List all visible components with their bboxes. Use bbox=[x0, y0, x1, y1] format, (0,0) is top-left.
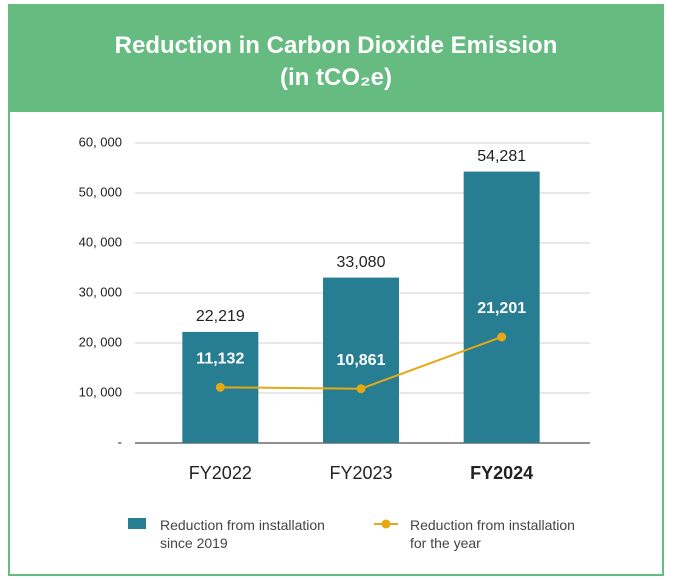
data-label: 21,201 bbox=[477, 300, 526, 317]
point bbox=[497, 332, 507, 342]
y-tick-label: 10, 000 bbox=[79, 384, 122, 399]
x-tick-label: FY2024 bbox=[470, 463, 533, 483]
data-label: 54,281 bbox=[477, 148, 526, 165]
data-label: 10,861 bbox=[337, 352, 386, 369]
data-label: 22,219 bbox=[196, 308, 245, 325]
y-tick-label: 40, 000 bbox=[79, 234, 122, 249]
y-tick-label: 20, 000 bbox=[79, 334, 122, 349]
data-label: 33,080 bbox=[337, 254, 386, 271]
y-tick-label: 50, 000 bbox=[79, 184, 122, 199]
x-tick-label: FY2022 bbox=[189, 463, 252, 483]
y-tick-label: 60, 000 bbox=[79, 134, 122, 149]
point bbox=[356, 384, 366, 394]
bar bbox=[323, 277, 399, 443]
chart-subtitle: (in tCO₂e) bbox=[280, 64, 392, 91]
data-label: 11,132 bbox=[196, 351, 244, 368]
y-tick-label: 30, 000 bbox=[79, 284, 122, 299]
point bbox=[215, 382, 225, 392]
chart-title: Reduction in Carbon Dioxide Emission bbox=[114, 32, 558, 59]
x-tick-label: FY2023 bbox=[329, 463, 392, 483]
legend-label: Reduction from installation since 2019 bbox=[160, 517, 325, 551]
y-tick-label: - bbox=[118, 434, 122, 449]
legend-label: Reduction from installation for the year bbox=[410, 517, 575, 551]
bar bbox=[463, 171, 540, 443]
header: Reduction in Carbon Dioxide Emission (in… bbox=[8, 4, 664, 112]
